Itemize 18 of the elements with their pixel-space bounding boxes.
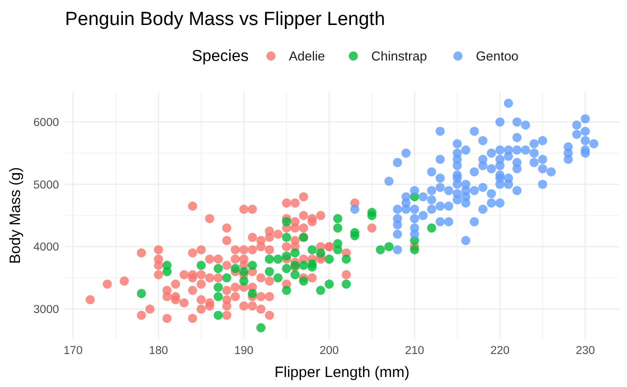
legend-label: Adelie — [288, 48, 326, 64]
y-axis-title: Body Mass (g) — [7, 167, 24, 264]
x-tick-label: 180 — [148, 345, 168, 357]
legend-label: Gentoo — [476, 48, 519, 64]
y-tick-label: 4000 — [33, 242, 59, 254]
y-tick-label: 6000 — [33, 116, 59, 129]
chart-title: Penguin Body Mass vs Flipper Length — [65, 9, 386, 30]
x-tick-label: 220 — [490, 345, 510, 357]
x-axis-title: Flipper Length (mm) — [274, 364, 410, 381]
y-tick-label: 5000 — [33, 179, 59, 192]
x-tick-label: 200 — [320, 345, 339, 357]
x-tick-label: 190 — [234, 345, 254, 357]
legend-label: Chinstrap — [371, 48, 427, 64]
y-tick-label: 3000 — [33, 304, 59, 316]
x-tick-label: 210 — [404, 345, 424, 357]
legend-title: Species — [192, 48, 249, 65]
x-tick-label: 170 — [64, 345, 83, 357]
x-tick-label: 230 — [576, 345, 595, 357]
